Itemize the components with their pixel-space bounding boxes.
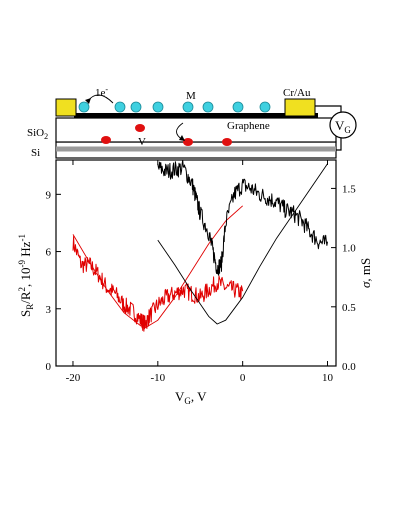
graphene-sheet	[74, 113, 318, 118]
molecule	[202, 101, 214, 113]
y-right-tick-label: 0.0	[342, 361, 356, 373]
electron-label: 1e-	[95, 85, 108, 99]
y-left-tick-label: 6	[46, 247, 52, 259]
x-axis-title: VG, V	[175, 389, 207, 406]
molecule	[152, 101, 164, 113]
x-tick-label: 10	[322, 372, 334, 384]
vacancy	[222, 138, 232, 146]
vacancy-arrowhead	[179, 135, 185, 141]
right-contact	[284, 98, 316, 117]
gate-source-label: VG	[335, 118, 351, 135]
series-line-3	[157, 159, 328, 276]
gate-voltage-source	[329, 111, 357, 139]
series-line-4	[157, 163, 328, 325]
y-left-tick-label: 3	[46, 304, 52, 316]
left-contact	[55, 98, 77, 117]
x-tick-label: -20	[66, 372, 81, 384]
series-line-1	[72, 235, 244, 332]
gate-wire	[315, 105, 342, 112]
y-right-axis-title: σ, mS	[358, 258, 373, 288]
vacancy	[183, 138, 193, 146]
adsorbed-molecules	[78, 101, 271, 113]
vacancy-label: V	[138, 136, 146, 148]
graphene-label: Graphene	[227, 120, 270, 132]
vacancies	[101, 124, 232, 146]
y-right-tick-label: 1.5	[342, 183, 356, 195]
y-left-axis-title: SR/R2, 10-9 Hz-1	[17, 234, 35, 317]
electron-transfer-arrowhead	[85, 98, 91, 104]
vacancy	[135, 124, 145, 132]
tick-layer: -20 -10 0 10 0 3 6 9 0.0 0.5 1.0 1.5	[46, 160, 356, 384]
series-layer	[72, 159, 328, 332]
sio2-layer	[55, 117, 337, 143]
x-tick-label: 0	[240, 372, 246, 384]
device-schematic: VG 1e- M Cr/Au Graphene V SiO2	[27, 85, 357, 159]
y-right-tick-label: 1.0	[342, 243, 356, 255]
molecule	[259, 101, 271, 113]
molecule	[130, 101, 142, 113]
molecule	[182, 101, 194, 113]
y-left-tick-label: 0	[46, 361, 52, 373]
molecule-label: M	[186, 90, 196, 102]
oxide-label: SiO2	[27, 127, 48, 141]
y-left-tick-label: 9	[46, 189, 52, 201]
x-tick-label: -10	[150, 372, 165, 384]
y-right-tick-label: 0.5	[342, 302, 356, 314]
molecule	[232, 101, 244, 113]
chart: -20 -10 0 10 0 3 6 9 0.0 0.5 1.0 1.5 VG, V SR/R2, 1…	[17, 159, 373, 406]
gate-wire-bottom	[336, 138, 342, 151]
plot-frame	[55, 159, 337, 367]
contact-label: Cr/Au	[283, 87, 311, 99]
substrate-label: Si	[31, 147, 40, 159]
molecule	[114, 101, 126, 113]
vacancy	[101, 136, 111, 144]
molecule	[78, 101, 90, 113]
